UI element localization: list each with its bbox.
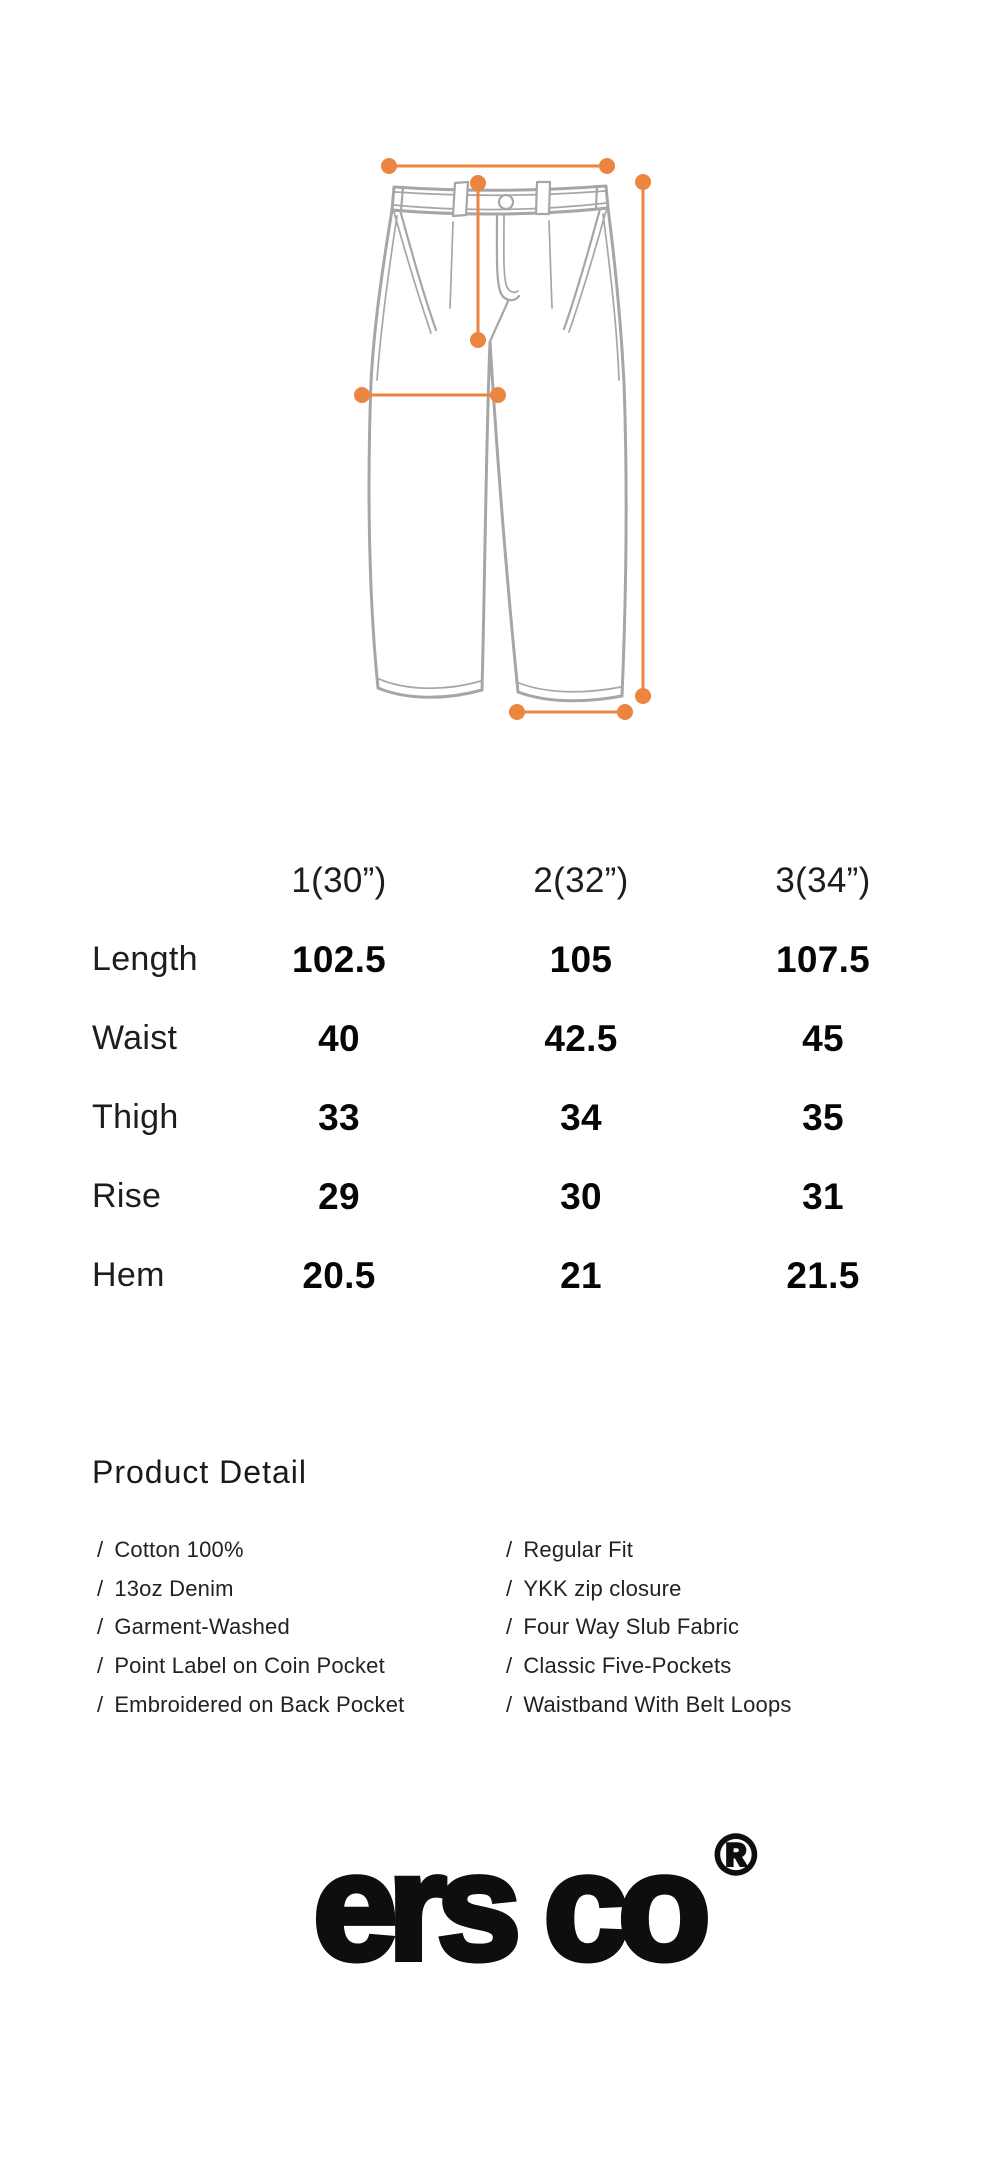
size-value: 107.5	[775, 938, 871, 980]
detail-item: / Waistband With Belt Loops	[506, 1685, 792, 1724]
detail-item: / Cotton 100%	[97, 1531, 404, 1570]
size-value: 35	[802, 1096, 844, 1138]
product-detail-right-column: / Regular Fit / YKK zip closure / Four W…	[506, 1531, 792, 1724]
size-value: 21	[560, 1254, 602, 1296]
brand-logo-text: ers co	[310, 1822, 714, 1992]
detail-item: / Four Way Slub Fabric	[506, 1608, 792, 1647]
size-row-label: Thigh	[92, 1098, 179, 1136]
table-row: Rise 29 30 31	[92, 1157, 944, 1236]
size-row-label: Hem	[92, 1256, 165, 1294]
hem-measure-line	[509, 704, 633, 720]
detail-item: / Embroidered on Back Pocket	[97, 1685, 404, 1724]
slash-bullet: /	[97, 1614, 104, 1640]
thigh-measure-line	[354, 387, 506, 403]
size-value: 20.5	[302, 1254, 376, 1296]
slash-bullet: /	[97, 1653, 104, 1679]
slash-bullet: /	[506, 1537, 513, 1563]
size-value: 29	[318, 1175, 360, 1217]
size-value: 102.5	[291, 938, 387, 980]
detail-item: / Regular Fit	[506, 1531, 792, 1570]
size-value: 45	[802, 1017, 844, 1059]
size-value: 33	[318, 1096, 360, 1138]
size-row-label: Rise	[92, 1177, 162, 1215]
size-value: 105	[549, 938, 613, 980]
detail-item-text: Four Way Slub Fabric	[523, 1614, 740, 1640]
detail-item-text: Garment-Washed	[114, 1614, 290, 1640]
size-value: 42.5	[544, 1017, 618, 1059]
detail-item-text: Regular Fit	[523, 1537, 634, 1563]
slash-bullet: /	[506, 1653, 513, 1679]
slash-bullet: /	[506, 1614, 513, 1640]
slash-bullet: /	[97, 1575, 104, 1601]
table-row: Length 102.5 105 107.5	[92, 920, 944, 999]
detail-item: / 13oz Denim	[97, 1570, 404, 1609]
slash-bullet: /	[506, 1575, 513, 1601]
size-table: 1(30”) 2(32”) 3(34”) Length 102.5 105 10…	[92, 841, 944, 1315]
brand-logo: ers co ®	[310, 1825, 758, 1986]
rise-measure-line	[470, 175, 486, 348]
size-col-header: 3(34”)	[775, 860, 871, 900]
detail-item-text: Embroidered on Back Pocket	[114, 1691, 405, 1717]
size-value: 31	[802, 1175, 844, 1217]
belt-loop	[451, 180, 470, 218]
size-table-header-row: 1(30”) 2(32”) 3(34”)	[92, 841, 944, 920]
size-value: 30	[560, 1175, 602, 1217]
detail-item: / YKK zip closure	[506, 1570, 792, 1609]
pants-figure	[250, 110, 710, 760]
detail-item-text: YKK zip closure	[523, 1575, 682, 1601]
detail-item: / Point Label on Coin Pocket	[97, 1647, 404, 1686]
pants-waistband	[390, 180, 610, 218]
product-detail-heading: Product Detail	[92, 1454, 307, 1490]
table-row: Thigh 33 34 35	[92, 1078, 944, 1157]
detail-item: / Classic Five-Pockets	[506, 1647, 792, 1686]
product-detail-left-column: / Cotton 100% / 13oz Denim / Garment-Was…	[97, 1531, 404, 1724]
detail-item: / Garment-Washed	[97, 1608, 404, 1647]
size-col-header: 2(32”)	[533, 860, 629, 900]
size-value: 40	[318, 1017, 360, 1059]
detail-item-text: Point Label on Coin Pocket	[114, 1653, 385, 1679]
pants-sketch	[354, 158, 651, 720]
slash-bullet: /	[97, 1537, 104, 1563]
size-row-label: Length	[92, 940, 198, 978]
length-measure-line	[635, 174, 651, 704]
detail-item-text: 13oz Denim	[114, 1575, 234, 1601]
pants-body	[367, 206, 628, 703]
size-value: 34	[560, 1096, 602, 1138]
waist-measure-line	[381, 158, 615, 174]
size-value: 21.5	[786, 1254, 860, 1296]
detail-item-text: Waistband With Belt Loops	[523, 1691, 792, 1717]
detail-item-text: Cotton 100%	[114, 1537, 244, 1563]
table-row: Hem 20.5 21 21.5	[92, 1236, 944, 1315]
size-col-header: 1(30”)	[291, 860, 387, 900]
table-row: Waist 40 42.5 45	[92, 999, 944, 1078]
waist-button	[497, 193, 515, 211]
slash-bullet: /	[506, 1691, 513, 1717]
slash-bullet: /	[97, 1691, 104, 1717]
detail-item-text: Classic Five-Pockets	[523, 1653, 732, 1679]
registered-mark-icon: ®	[714, 1823, 759, 1887]
size-row-label: Waist	[92, 1019, 178, 1057]
belt-loop	[534, 180, 552, 216]
